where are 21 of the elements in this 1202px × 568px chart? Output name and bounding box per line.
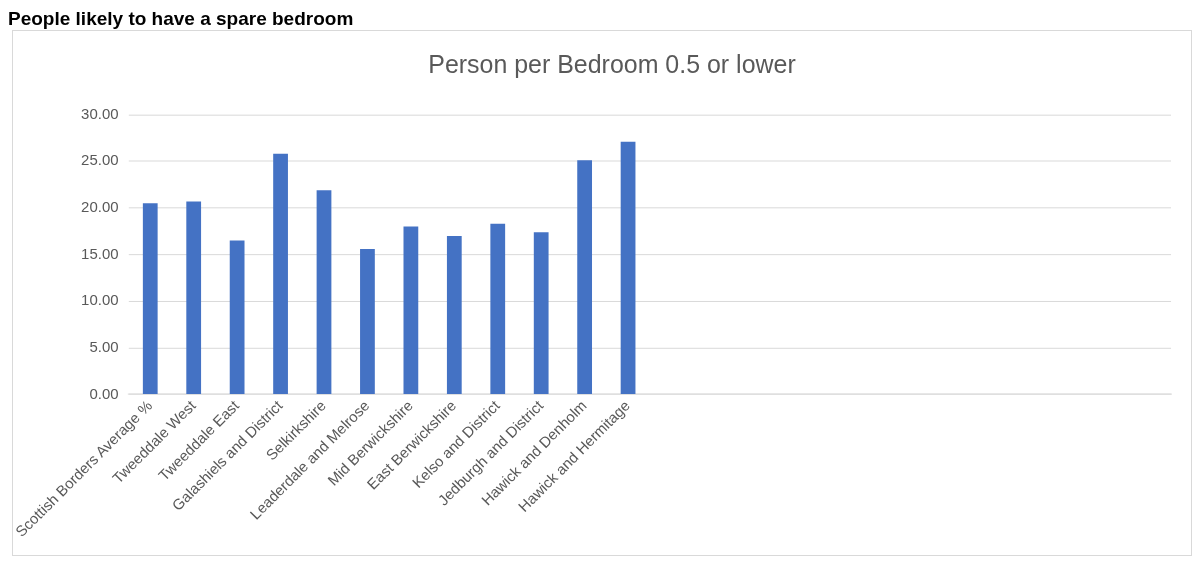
bar (490, 223, 506, 394)
y-tick-label: 5.00 (89, 337, 119, 355)
y-tick-label: 0.00 (89, 384, 119, 402)
bar (360, 248, 375, 394)
bar (446, 235, 462, 394)
y-tick-label: 25.00 (81, 151, 119, 169)
bar (273, 153, 288, 394)
bar (403, 226, 419, 394)
bar (577, 160, 593, 394)
chart-title: Person per Bedroom 0.5 or lower (428, 49, 796, 78)
bar (142, 203, 158, 394)
bar (620, 141, 636, 394)
y-tick-label: 30.00 (81, 104, 119, 122)
bar (186, 201, 202, 394)
y-tick-label: 20.00 (81, 198, 119, 216)
y-tick-label: 15.00 (81, 244, 119, 262)
bar (533, 232, 549, 394)
y-tick-label: 10.00 (81, 291, 119, 309)
text: People likely to have a spare bedroom (8, 8, 355, 30)
bar (229, 240, 245, 394)
bar (316, 190, 332, 394)
